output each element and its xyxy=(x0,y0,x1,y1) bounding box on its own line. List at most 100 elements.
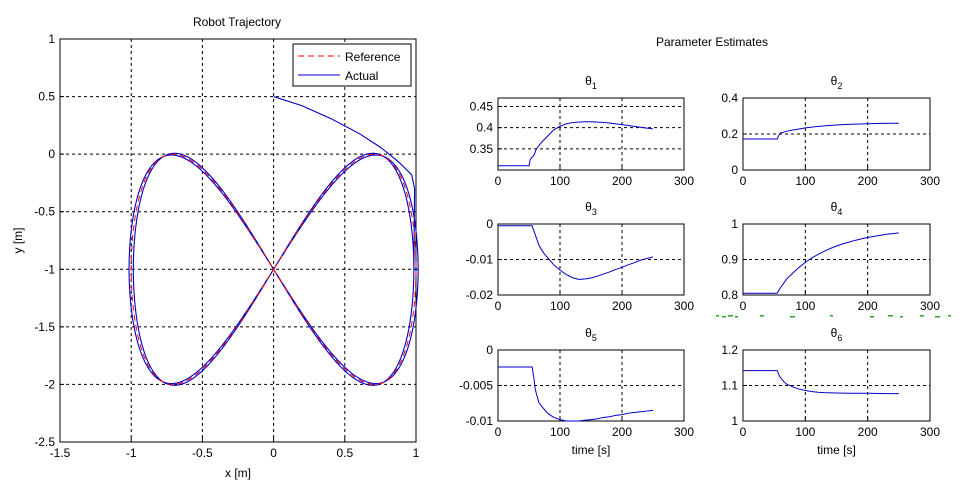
main-chart-title: Robot Trajectory xyxy=(193,15,281,29)
x-tick-label: 300 xyxy=(920,174,940,188)
y-tick-label: 0.5 xyxy=(38,90,55,104)
series-theta2 xyxy=(743,122,899,140)
subplot-title: θ1 xyxy=(585,74,597,91)
y-tick-label: 0.8 xyxy=(721,288,738,302)
subplot-theta1: 0 100 200 300 0.35 0.4 0.45 θ1 xyxy=(470,74,695,188)
subplot-theta6: 0 100 200 300 1 1.1 1.2 θ6 time [s] xyxy=(721,326,940,457)
subplot-title: θ2 xyxy=(831,74,843,91)
series-reference xyxy=(130,153,417,385)
y-tick-label: 1 xyxy=(731,414,738,428)
series-theta4 xyxy=(743,232,899,294)
x-tick-label: 300 xyxy=(920,425,940,439)
y-tick-label: 0.35 xyxy=(470,142,494,156)
subplot-title: θ4 xyxy=(831,200,843,217)
series-theta6 xyxy=(743,370,899,395)
x-tick-label: 300 xyxy=(674,425,694,439)
y-tick-label: 0.45 xyxy=(470,99,494,113)
y-tick-label: 1 xyxy=(48,32,55,46)
series-theta3 xyxy=(498,225,654,280)
x-tick-label: 0 xyxy=(270,446,277,460)
y-tick-label: 0.9 xyxy=(721,253,738,267)
x-tick-label: 0 xyxy=(495,174,502,188)
speckle-dot xyxy=(920,315,924,317)
y-axis-label: y [m] xyxy=(11,228,25,254)
y-tick-label: 0 xyxy=(486,343,493,357)
x-tick-label: 1 xyxy=(413,446,420,460)
speckle-dot xyxy=(935,316,940,318)
speckle-dot xyxy=(870,316,874,318)
subplot-title: θ5 xyxy=(585,326,597,343)
y-tick-label: 0 xyxy=(731,163,738,177)
legend-box xyxy=(292,43,412,87)
subplot-theta2: 0 100 200 300 0 0.2 0.4 θ2 xyxy=(721,74,940,188)
x-tick-label: 200 xyxy=(612,299,632,313)
axes-frame xyxy=(497,97,685,171)
x-tick-label: 0.5 xyxy=(336,446,353,460)
speckle-dot xyxy=(830,315,833,317)
speckle-dot xyxy=(735,316,738,318)
speckle-dot xyxy=(888,315,893,317)
x-tick-label: 100 xyxy=(795,299,815,313)
green-speckle-artifact xyxy=(716,315,951,318)
legend-label-actual: Actual xyxy=(345,69,378,83)
x-tick-label: 100 xyxy=(550,425,570,439)
y-tick-label: -2.5 xyxy=(34,435,55,449)
params-title: Parameter Estimates xyxy=(656,35,768,49)
series-actual xyxy=(128,96,419,386)
y-tick-label: -1.5 xyxy=(34,320,55,334)
x-tick-label: 300 xyxy=(920,299,940,313)
x-tick-label: -1 xyxy=(126,446,137,460)
series-theta5 xyxy=(498,366,654,422)
subplot-title: θ3 xyxy=(585,200,597,217)
speckle-dot xyxy=(728,315,733,317)
y-tick-label: 0.4 xyxy=(476,121,493,135)
x-tick-label: 100 xyxy=(550,174,570,188)
x-axis-label: x [m] xyxy=(225,466,251,480)
x-tick-label: 200 xyxy=(858,299,878,313)
y-tick-label: 1.2 xyxy=(721,343,738,357)
speckle-dot xyxy=(790,316,795,318)
axes-frame xyxy=(59,38,417,443)
speckle-dot xyxy=(948,315,951,317)
x-tick-label: 200 xyxy=(858,425,878,439)
x-axis-label: time [s] xyxy=(572,443,611,457)
speckle-dot xyxy=(760,315,764,317)
y-tick-label: -0.02 xyxy=(466,288,494,302)
x-tick-label: 100 xyxy=(795,174,815,188)
subplot-title: θ6 xyxy=(831,326,843,343)
x-tick-label: 200 xyxy=(612,174,632,188)
y-tick-label: 1.1 xyxy=(721,379,738,393)
series-theta1 xyxy=(498,121,654,167)
x-tick-label: 100 xyxy=(550,299,570,313)
speckle-dot xyxy=(900,316,903,318)
x-tick-label: 0 xyxy=(740,425,747,439)
y-tick-label: 0.4 xyxy=(721,91,738,105)
y-tick-label: -0.005 xyxy=(459,379,493,393)
subplot-theta5: 0 100 200 300 -0.01 -0.005 0 θ5 time [s] xyxy=(459,326,694,457)
y-tick-label: 0.2 xyxy=(721,127,738,141)
x-tick-label: 0 xyxy=(495,299,502,313)
y-tick-label: -0.01 xyxy=(466,414,494,428)
x-tick-label: 200 xyxy=(858,174,878,188)
speckle-dot xyxy=(716,315,719,317)
x-tick-label: 0 xyxy=(495,425,502,439)
x-tick-label: 300 xyxy=(674,174,694,188)
speckle-dot xyxy=(722,316,726,318)
y-tick-label: -0.5 xyxy=(34,205,55,219)
legend-label-reference: Reference xyxy=(345,50,401,64)
y-tick-label: -1 xyxy=(44,262,55,276)
y-tick-label: 1 xyxy=(731,217,738,231)
x-axis-label: time [s] xyxy=(817,443,856,457)
y-tick-label: -0.01 xyxy=(466,253,494,267)
x-tick-label: 200 xyxy=(612,425,632,439)
y-tick-label: 0 xyxy=(486,217,493,231)
subplot-theta4: 0 100 200 300 0.8 0.9 1 θ4 xyxy=(721,200,940,313)
legend: Reference Actual xyxy=(292,43,412,87)
x-tick-label: -1.5 xyxy=(50,446,71,460)
y-tick-label: -2 xyxy=(44,377,55,391)
x-tick-label: 300 xyxy=(674,299,694,313)
x-tick-label: 100 xyxy=(795,425,815,439)
